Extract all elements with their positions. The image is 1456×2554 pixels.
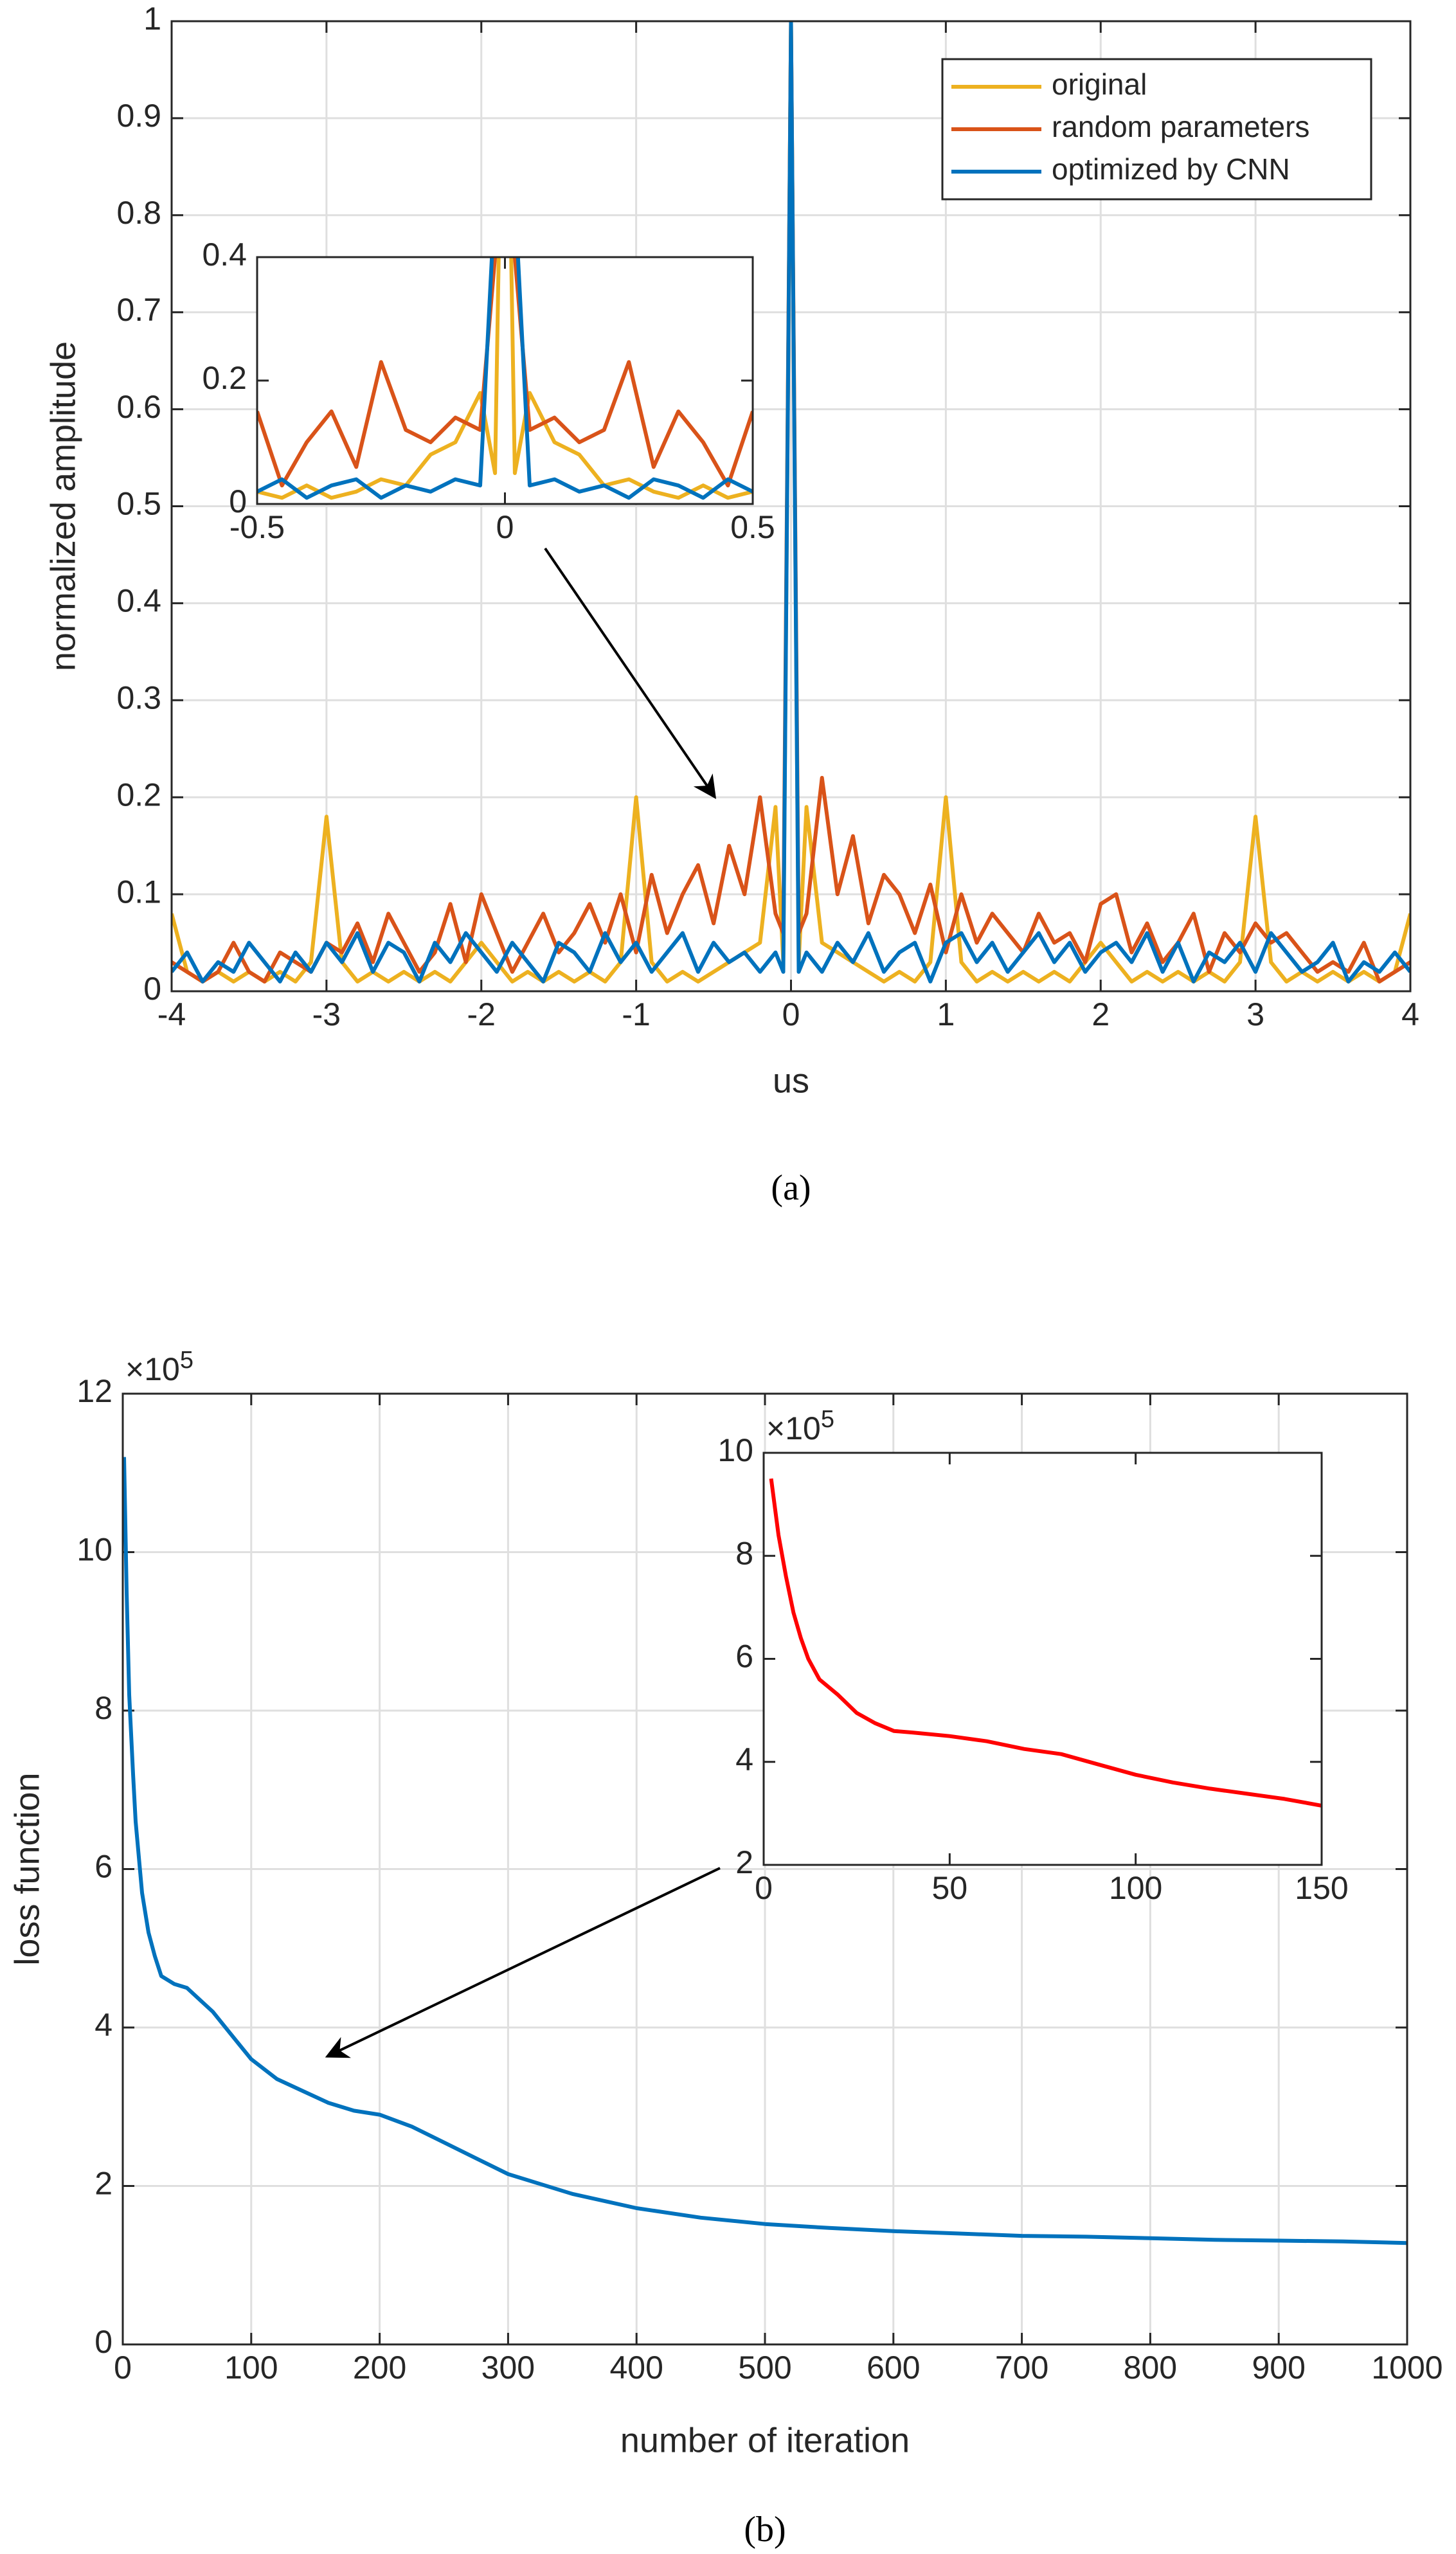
y-tick-label: 8 [94, 1690, 112, 1726]
x-tick-label: 0 [114, 2350, 132, 2386]
caption: (a) [771, 1168, 811, 1208]
x-tick-label: 2 [1092, 996, 1110, 1032]
y-tick-label: 2 [94, 2166, 112, 2202]
x-tick-label: 1000 [1371, 2350, 1443, 2386]
y-tick-label: 10 [76, 1532, 112, 1568]
y-exponent-power: 5 [180, 1347, 193, 1374]
y-exponent-base: ×10 [766, 1410, 821, 1446]
x-tick-label: -0.5 [229, 509, 285, 545]
x-tick-label: 200 [353, 2350, 406, 2386]
y-tick-label: 0.4 [202, 237, 247, 273]
y-tick-label: 6 [94, 1849, 112, 1885]
x-tick-label: 0 [755, 1870, 773, 1906]
zoom-arrow [544, 547, 717, 799]
y-tick-label: 0.2 [202, 360, 247, 396]
y-axis-label: loss function [8, 1772, 46, 1965]
series-line [257, 257, 753, 488]
y-tick-label: 10 [717, 1432, 753, 1468]
x-tick-label: 500 [738, 2350, 791, 2386]
y-tick-label: 0.5 [116, 486, 161, 522]
legend-label: random parameters [1052, 110, 1309, 143]
y-tick-label: 6 [735, 1639, 753, 1675]
x-tick-label: 800 [1124, 2350, 1177, 2386]
y-tick-label: 0.1 [116, 874, 161, 910]
series-line [257, 257, 753, 500]
axes-frame [121, 1392, 1408, 2346]
x-tick-label: 1 [937, 996, 955, 1032]
x-tick-label: 600 [867, 2350, 920, 2386]
x-tick-label: -4 [157, 996, 186, 1032]
x-tick-label: 0.5 [730, 509, 775, 545]
x-tick-label: 100 [224, 2350, 278, 2386]
legend-label: optimized by CNN [1052, 152, 1290, 186]
x-tick-label: 150 [1295, 1870, 1348, 1906]
y-tick-label: 8 [735, 1535, 753, 1571]
chart-a: -4 -3 -2 -1 0 1 2 3 4 0 0.1 0.2 0.3 0.4 0.5 0.6 0.7 0.8 0.… [44, 1, 1419, 1208]
series-line [172, 21, 1410, 984]
y-exponent-power: 5 [821, 1406, 834, 1433]
x-tick-label: 4 [1401, 996, 1419, 1032]
series-line [257, 257, 753, 500]
x-tick-label: 300 [481, 2350, 535, 2386]
y-tick-label: 0.3 [116, 680, 161, 716]
y-tick-label: 0 [143, 971, 161, 1007]
y-tick-label: 0 [94, 2324, 112, 2360]
y-tick-label: 4 [94, 2007, 112, 2043]
series-line [123, 1457, 1407, 2245]
series-line [172, 21, 1410, 984]
series-line [769, 1478, 1322, 1808]
chart-a-inset: -0.5 0 0.500.20.4 [202, 237, 775, 545]
y-tick-label: 0.7 [116, 292, 161, 328]
chart-b-inset: 0 50 100 150 2 4 6 8 10 ×105 [717, 1406, 1348, 1906]
zoom-arrow [325, 1867, 721, 2058]
y-tick-label: 4 [735, 1741, 753, 1777]
y-tick-label: 0 [229, 483, 247, 519]
x-tick-label: 100 [1109, 1870, 1162, 1906]
y-tick-label: 2 [735, 1844, 753, 1880]
y-tick-label: 12 [76, 1373, 112, 1409]
y-tick-label: 0.2 [116, 777, 161, 813]
x-tick-label: -2 [467, 996, 496, 1032]
x-tick-label: -1 [622, 996, 650, 1032]
x-tick-label: 900 [1252, 2350, 1305, 2386]
x-tick-label: 3 [1246, 996, 1264, 1032]
x-tick-label: 0 [782, 996, 800, 1032]
plot-area [764, 1453, 1322, 1865]
x-tick-label: 400 [609, 2350, 663, 2386]
legend-label: original [1052, 67, 1147, 101]
x-tick-label: -3 [312, 996, 341, 1032]
y-tick-label: 0.9 [116, 98, 161, 134]
axes-frame [170, 20, 1412, 993]
axes-frame [762, 1452, 1323, 1866]
y-exponent: ×105 [766, 1406, 834, 1446]
x-axis-label: number of iteration [620, 2421, 910, 2460]
plot-area [257, 257, 753, 504]
y-axis-label: normalized amplitude [44, 341, 82, 671]
y-exponent: ×105 [125, 1347, 193, 1387]
x-tick-label: 700 [995, 2350, 1048, 2386]
x-tick-label: 50 [932, 1870, 968, 1906]
y-tick-label: 0.6 [116, 389, 161, 425]
series-line [172, 21, 1410, 984]
x-axis-label: us [773, 1061, 809, 1100]
x-tick-label: 0 [496, 509, 514, 545]
axes-frame [256, 256, 754, 505]
y-tick-label: 0.4 [116, 583, 161, 619]
y-tick-label: 0.8 [116, 195, 161, 231]
y-tick-label: 1 [143, 1, 161, 37]
caption: (b) [744, 2510, 786, 2550]
y-exponent-base: ×10 [125, 1351, 180, 1387]
